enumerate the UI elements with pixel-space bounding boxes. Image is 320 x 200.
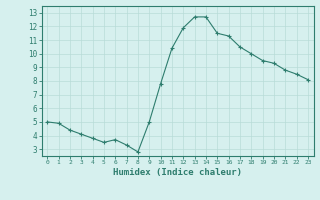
X-axis label: Humidex (Indice chaleur): Humidex (Indice chaleur) [113, 168, 242, 177]
